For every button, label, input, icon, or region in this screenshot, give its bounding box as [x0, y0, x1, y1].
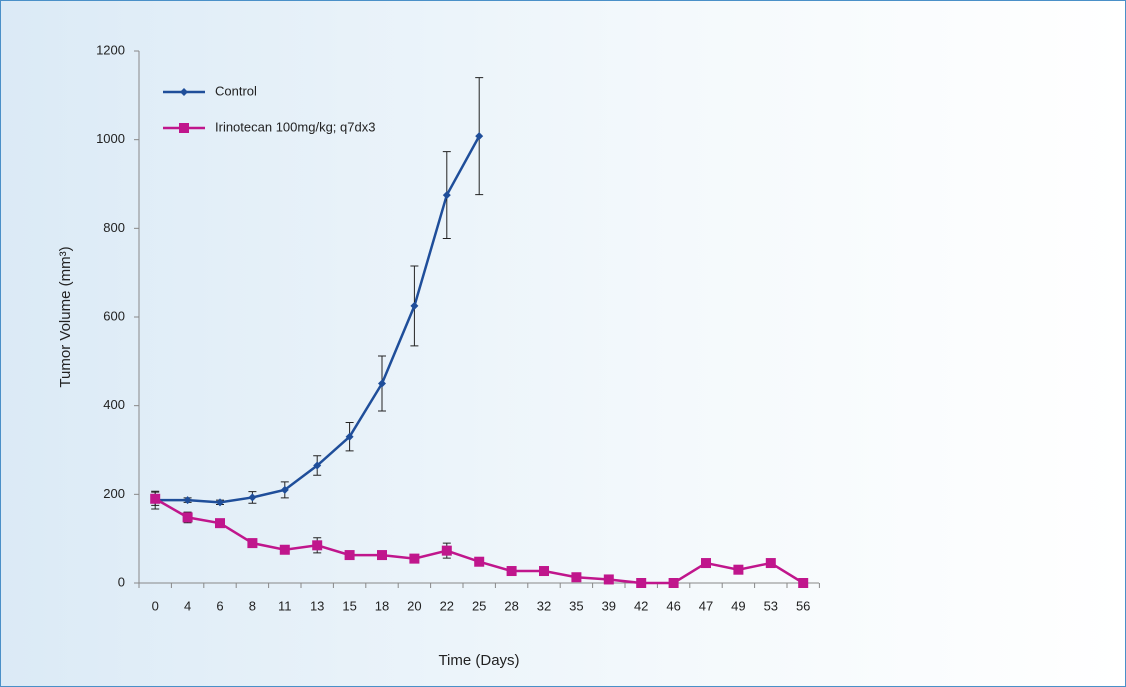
x-tick-label: 13: [310, 598, 324, 613]
data-point: [539, 566, 549, 577]
y-tick-label: 1200: [96, 42, 125, 57]
data-point: [765, 558, 776, 569]
x-tick-label: 39: [602, 598, 616, 613]
x-tick-label: 8: [249, 598, 256, 613]
y-tick-label: 600: [103, 308, 125, 323]
legend-marker: [179, 123, 189, 133]
data-point: [668, 578, 679, 588]
data-point: [248, 493, 257, 502]
y-tick-label: 200: [103, 486, 125, 501]
data-point: [377, 550, 387, 561]
data-point: [475, 132, 484, 141]
data-point: [279, 544, 290, 555]
y-tick-label: 1000: [96, 131, 125, 146]
legend-label: Irinotecan 100mg/kg; q7dx3: [215, 119, 375, 134]
data-point: [409, 553, 420, 564]
data-point: [733, 564, 744, 575]
data-point: [313, 461, 322, 470]
data-point: [312, 540, 323, 551]
data-point: [215, 518, 225, 529]
x-tick-label: 32: [537, 598, 551, 613]
y-tick-label: 800: [103, 220, 125, 235]
y-tick-label: 0: [118, 574, 125, 589]
x-tick-label: 28: [504, 598, 518, 613]
legend-marker: [180, 88, 188, 96]
data-point: [571, 572, 582, 583]
y-axis-label: Tumor Volume (mm³): [57, 246, 74, 387]
x-tick-label: 11: [278, 598, 292, 613]
data-point: [506, 566, 517, 577]
data-point: [247, 538, 258, 549]
x-tick-label: 20: [407, 598, 421, 613]
x-tick-label: 35: [569, 598, 583, 613]
data-point: [441, 545, 452, 556]
data-point: [410, 301, 419, 310]
legend-label: Control: [215, 83, 257, 98]
x-tick-label: 42: [634, 598, 648, 613]
x-tick-label: 15: [342, 598, 356, 613]
data-point: [603, 574, 614, 585]
data-point: [182, 512, 193, 523]
data-point: [378, 379, 386, 388]
data-point: [280, 485, 289, 494]
data-point: [183, 496, 192, 505]
data-point: [474, 556, 485, 567]
x-axis-label: Time (Days): [438, 652, 519, 669]
data-point: [442, 191, 451, 200]
data-point: [798, 578, 809, 588]
x-tick-label: 6: [216, 598, 223, 613]
x-tick-label: 56: [796, 598, 810, 613]
x-tick-label: 0: [152, 598, 159, 613]
x-tick-label: 49: [731, 598, 745, 613]
data-point: [344, 550, 355, 561]
data-point: [216, 498, 224, 507]
x-tick-label: 25: [472, 598, 486, 613]
x-tick-label: 47: [699, 598, 713, 613]
x-tick-label: 18: [375, 598, 389, 613]
x-tick-label: 4: [184, 598, 191, 613]
y-tick-label: 400: [103, 397, 125, 412]
x-tick-label: 46: [666, 598, 680, 613]
data-point: [150, 493, 161, 504]
x-tick-label: 53: [764, 598, 778, 613]
data-point: [701, 558, 711, 569]
data-point: [345, 432, 354, 441]
x-tick-label: 22: [440, 598, 454, 613]
data-point: [636, 578, 647, 588]
